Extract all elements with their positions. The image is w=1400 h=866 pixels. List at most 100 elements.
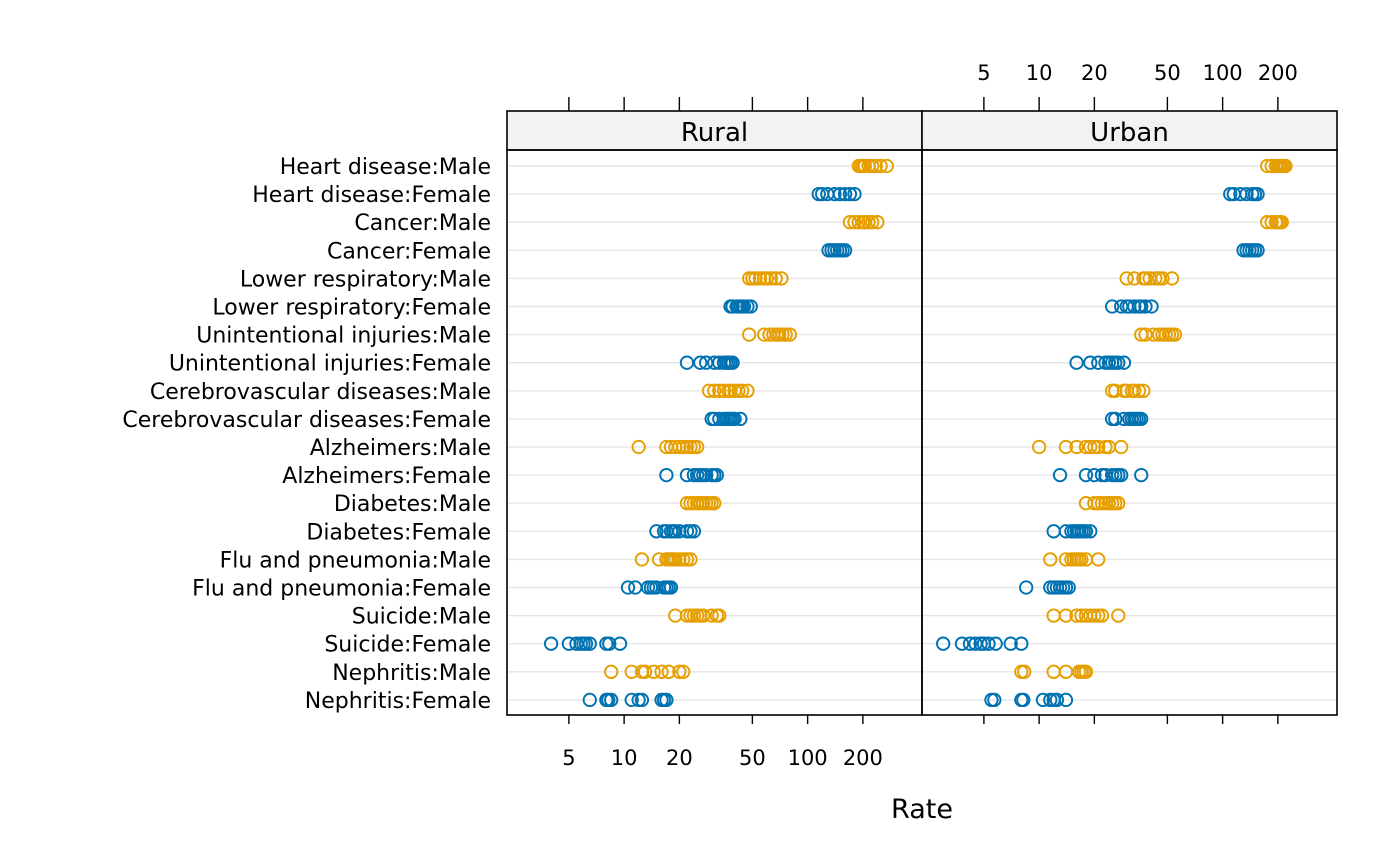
category-label: Suicide:Female <box>324 633 491 658</box>
data-point <box>704 608 719 623</box>
category-label: Cancer:Male <box>354 211 491 236</box>
data-point <box>1019 580 1034 595</box>
strip-urban <box>921 110 1338 151</box>
data-point <box>1250 243 1265 258</box>
tick-label: 10 <box>1026 61 1053 85</box>
data-point <box>654 664 669 679</box>
category-label: Suicide:Male <box>352 605 491 630</box>
category-label: Nephritis:Female <box>305 689 491 714</box>
data-point <box>582 636 597 651</box>
category-label: Alzheimers:Male <box>310 436 491 461</box>
data-point <box>637 664 653 679</box>
data-point <box>1078 524 1094 539</box>
data-point <box>1074 552 1089 567</box>
data-point <box>981 636 996 651</box>
data-point <box>707 383 722 398</box>
data-point <box>870 215 885 230</box>
data-point <box>1114 439 1129 455</box>
tick-label: 5 <box>562 746 575 770</box>
data-point <box>659 692 674 708</box>
data-point <box>1069 439 1084 455</box>
data-point <box>735 383 750 398</box>
data-point <box>604 692 619 708</box>
data-point <box>1164 271 1180 286</box>
data-point <box>1017 664 1032 679</box>
category-label: Diabetes:Male <box>334 492 491 517</box>
data-point <box>683 552 698 567</box>
data-point <box>1144 299 1159 314</box>
data-point <box>1091 552 1106 567</box>
data-point <box>689 439 705 455</box>
data-point <box>1091 439 1106 455</box>
data-point <box>847 186 862 202</box>
axis-ticks: 5 10 20 50 100 200 5 10 20 50 100 200 <box>562 61 1298 770</box>
tick-label: 20 <box>1081 61 1108 85</box>
data-point <box>748 271 763 286</box>
data-point <box>1278 158 1293 174</box>
data-point <box>1052 467 1068 483</box>
data-point <box>699 467 714 483</box>
data-point <box>847 215 862 230</box>
data-point <box>1127 383 1142 398</box>
data-point <box>1127 299 1142 314</box>
data-point <box>727 411 742 427</box>
data-point <box>763 271 778 286</box>
data-point <box>1111 355 1126 370</box>
data-point <box>1016 692 1031 708</box>
data-point <box>1078 467 1094 483</box>
data-point <box>1131 383 1147 398</box>
data-point <box>987 692 1002 708</box>
data-point <box>861 215 876 230</box>
tick-label: 5 <box>977 61 990 85</box>
data-point <box>1138 327 1153 342</box>
data-point <box>1114 467 1129 483</box>
data-point <box>832 186 848 202</box>
data-point <box>778 327 793 342</box>
data-point <box>1058 439 1074 455</box>
data-point <box>752 271 768 286</box>
data-point <box>837 186 853 202</box>
data-point <box>661 664 676 679</box>
data-point <box>988 636 1003 651</box>
data-point <box>1091 608 1106 623</box>
data-point <box>837 243 853 258</box>
tick-label: 100 <box>1203 61 1243 85</box>
data-point <box>1083 524 1098 539</box>
data-point <box>954 636 970 651</box>
category-labels: Nephritis:Female Nephritis:Male Suicide:Fe… <box>122 155 491 714</box>
data-point <box>1014 636 1029 651</box>
data-point <box>701 383 717 398</box>
panel-frame-urban <box>921 149 1338 716</box>
category-label: Lower respiratory:Female <box>212 296 491 321</box>
data-point <box>634 552 650 567</box>
data-point <box>672 552 687 567</box>
data-point <box>759 271 775 286</box>
data-point <box>936 636 951 651</box>
data-point <box>782 327 797 342</box>
data-point <box>672 664 687 679</box>
data-point <box>663 580 679 595</box>
data-point <box>1058 608 1074 623</box>
tick-label: 50 <box>1154 61 1181 85</box>
category-label: Flu and pneumonia:Female <box>192 577 491 602</box>
category-label: Unintentional injuries:Male <box>196 324 491 349</box>
data-point <box>602 636 617 651</box>
data-point <box>1136 383 1151 398</box>
panel-frames <box>506 149 1338 716</box>
data-point <box>676 664 691 679</box>
category-label: Unintentional injuries:Female <box>169 352 491 377</box>
data-point <box>1069 608 1084 623</box>
data-point <box>1087 439 1102 455</box>
data-point <box>1239 186 1254 202</box>
data-point <box>1049 692 1065 708</box>
data-point <box>1087 496 1102 511</box>
tick-label: 50 <box>739 746 766 770</box>
data-point <box>1167 327 1183 342</box>
data-point <box>879 158 894 174</box>
data-point <box>1134 411 1149 427</box>
data-point <box>709 467 724 483</box>
data-point <box>1083 355 1098 370</box>
data-point <box>1138 299 1153 314</box>
data-point <box>1031 439 1047 455</box>
